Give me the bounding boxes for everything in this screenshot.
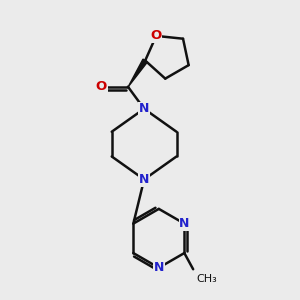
Text: N: N [179,217,190,230]
Text: N: N [139,102,149,115]
Text: O: O [96,80,107,93]
Text: CH₃: CH₃ [197,274,218,284]
Text: O: O [151,29,162,42]
Polygon shape [128,59,147,87]
Text: N: N [154,261,164,274]
Text: N: N [139,173,149,186]
